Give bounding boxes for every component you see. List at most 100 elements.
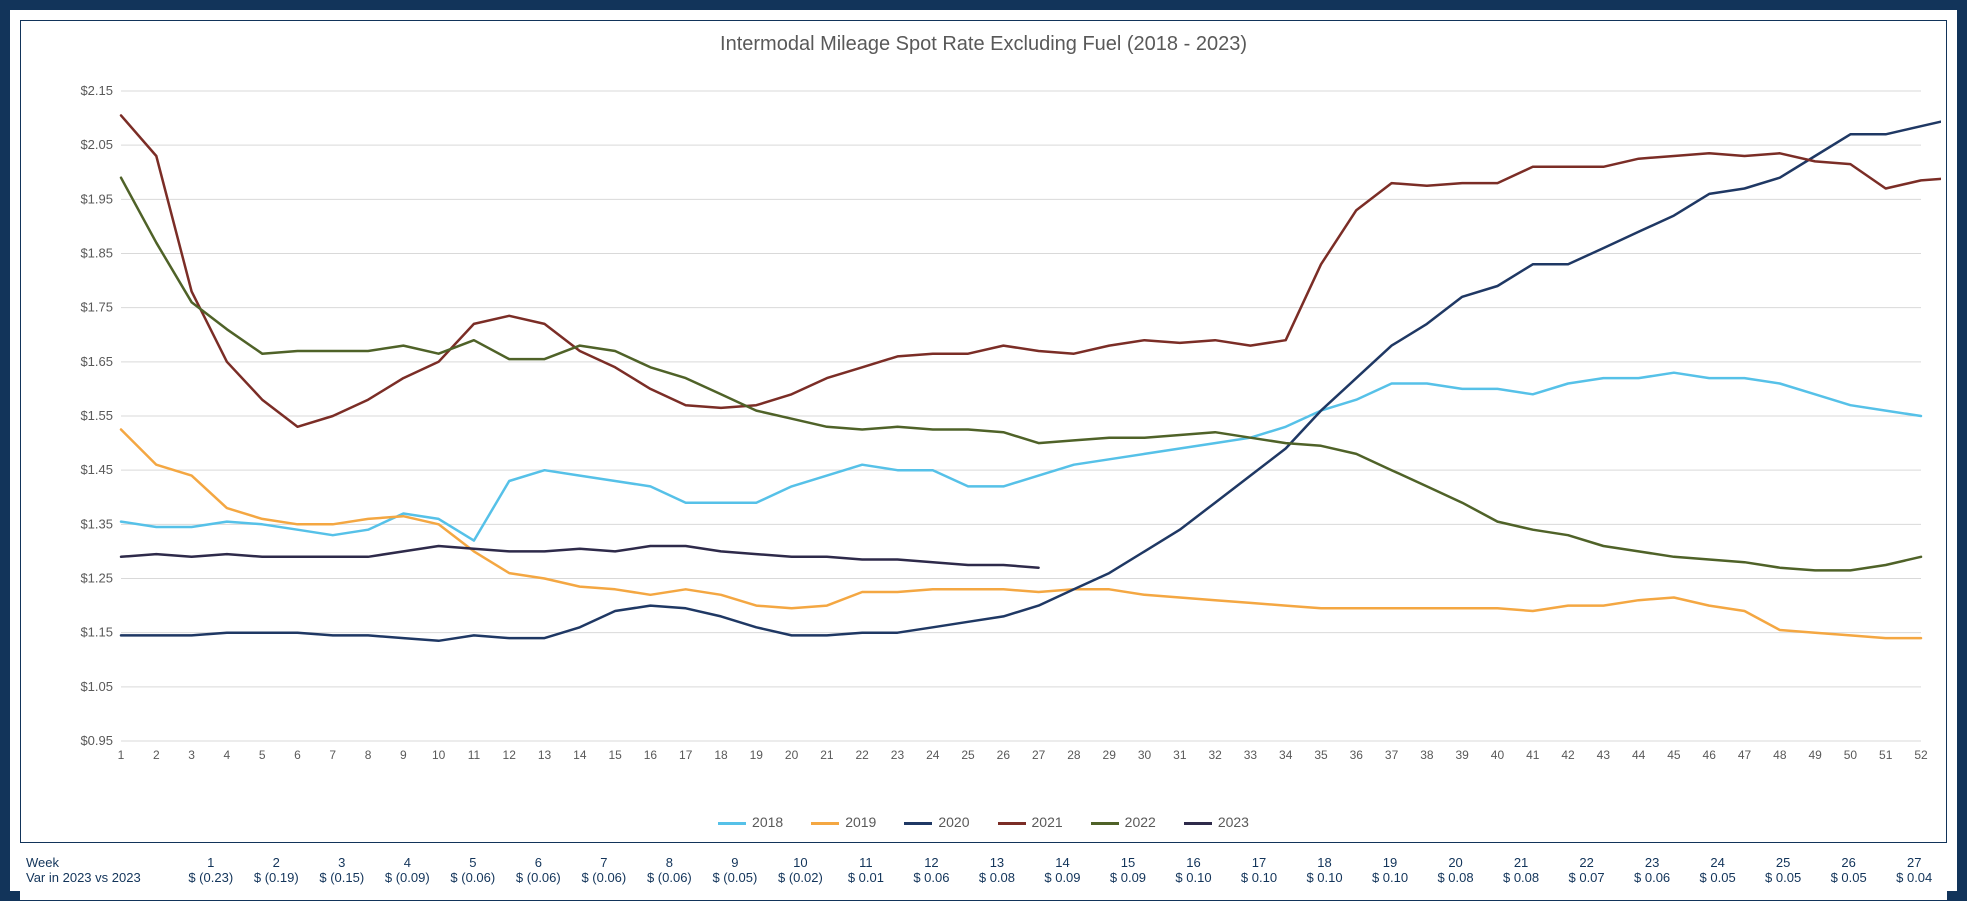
table-variance-cell: $ (0.09) — [375, 870, 441, 885]
table-variance-cell: $ 0.10 — [1357, 870, 1423, 885]
chart-title: Intermodal Mileage Spot Rate Excluding F… — [21, 33, 1946, 56]
table-variance-cell: $ (0.05) — [702, 870, 768, 885]
svg-text:34: 34 — [1279, 748, 1293, 762]
svg-text:27: 27 — [1032, 748, 1046, 762]
svg-text:50: 50 — [1844, 748, 1858, 762]
table-week-cell: 5 — [440, 855, 506, 870]
table-variance-cell: $ (0.06) — [440, 870, 506, 885]
svg-text:35: 35 — [1314, 748, 1328, 762]
svg-text:9: 9 — [400, 748, 407, 762]
svg-text:52: 52 — [1914, 748, 1928, 762]
legend-item-2019: 2019 — [811, 814, 876, 830]
svg-text:19: 19 — [750, 748, 764, 762]
svg-text:51: 51 — [1879, 748, 1893, 762]
svg-text:25: 25 — [961, 748, 975, 762]
line-chart: $0.95$1.05$1.15$1.25$1.35$1.45$1.55$1.65… — [61, 81, 1941, 801]
table-week-cell: 15 — [1095, 855, 1161, 870]
svg-text:18: 18 — [714, 748, 728, 762]
table-week-cell: 27 — [1881, 855, 1947, 870]
svg-text:$1.85: $1.85 — [80, 246, 113, 261]
svg-text:20: 20 — [785, 748, 799, 762]
svg-text:23: 23 — [891, 748, 905, 762]
svg-text:39: 39 — [1455, 748, 1469, 762]
legend-item-2018: 2018 — [718, 814, 783, 830]
table-variance-cell: $ 0.06 — [1619, 870, 1685, 885]
svg-text:46: 46 — [1703, 748, 1717, 762]
legend-item-2021: 2021 — [998, 814, 1063, 830]
table-variance-cell: $ 0.05 — [1816, 870, 1882, 885]
legend-item-2020: 2020 — [904, 814, 969, 830]
table-variance-cell: $ (0.06) — [571, 870, 637, 885]
svg-text:12: 12 — [503, 748, 517, 762]
svg-text:15: 15 — [608, 748, 622, 762]
svg-text:$1.25: $1.25 — [80, 571, 113, 586]
table-week-cell: 17 — [1226, 855, 1292, 870]
svg-text:2: 2 — [153, 748, 160, 762]
svg-text:17: 17 — [679, 748, 693, 762]
table-week-cell: 14 — [1030, 855, 1096, 870]
svg-text:$1.55: $1.55 — [80, 408, 113, 423]
svg-text:7: 7 — [329, 748, 336, 762]
table-variance-cell: $ 0.10 — [1226, 870, 1292, 885]
table-week-cell: 22 — [1554, 855, 1620, 870]
table-variance-cell: $ 0.01 — [833, 870, 899, 885]
table-week-cell: 9 — [702, 855, 768, 870]
svg-text:6: 6 — [294, 748, 301, 762]
svg-text:26: 26 — [997, 748, 1011, 762]
svg-text:38: 38 — [1420, 748, 1434, 762]
table-variance-cell: $ 0.09 — [1095, 870, 1161, 885]
table-week-cell: 10 — [768, 855, 834, 870]
table-variance-cell: $ 0.08 — [964, 870, 1030, 885]
svg-text:48: 48 — [1773, 748, 1787, 762]
svg-text:47: 47 — [1738, 748, 1752, 762]
svg-text:$1.75: $1.75 — [80, 300, 113, 315]
table-label-week: Week — [20, 855, 178, 870]
svg-text:45: 45 — [1667, 748, 1681, 762]
svg-text:24: 24 — [926, 748, 940, 762]
svg-text:37: 37 — [1385, 748, 1399, 762]
table-week-cell: 11 — [833, 855, 899, 870]
svg-text:22: 22 — [855, 748, 869, 762]
table-week-cell: 2 — [244, 855, 310, 870]
svg-text:36: 36 — [1350, 748, 1364, 762]
table-variance-cell: $ 0.09 — [1030, 870, 1096, 885]
table-variance-cell: $ (0.06) — [637, 870, 703, 885]
table-variance-cell: $ (0.23) — [178, 870, 244, 885]
table-variance-cell: $ 0.08 — [1488, 870, 1554, 885]
svg-text:43: 43 — [1597, 748, 1611, 762]
svg-text:14: 14 — [573, 748, 587, 762]
table-variance-cell: $ 0.08 — [1423, 870, 1489, 885]
svg-text:5: 5 — [259, 748, 266, 762]
table-variance-cell: $ (0.15) — [309, 870, 375, 885]
table-week-cell: 24 — [1685, 855, 1751, 870]
svg-text:$1.65: $1.65 — [80, 354, 113, 369]
table-variance-cell: $ 0.04 — [1881, 870, 1947, 885]
table-variance-cell: $ 0.10 — [1292, 870, 1358, 885]
svg-text:$2.05: $2.05 — [80, 137, 113, 152]
svg-text:3: 3 — [188, 748, 195, 762]
svg-text:49: 49 — [1808, 748, 1822, 762]
table-week-cell: 23 — [1619, 855, 1685, 870]
svg-text:8: 8 — [365, 748, 372, 762]
table-week-cell: 21 — [1488, 855, 1554, 870]
svg-text:$1.15: $1.15 — [80, 625, 113, 640]
table-week-cell: 4 — [375, 855, 441, 870]
svg-text:41: 41 — [1526, 748, 1540, 762]
table-week-cell: 18 — [1292, 855, 1358, 870]
table-variance-cell: $ 0.05 — [1685, 870, 1751, 885]
svg-text:32: 32 — [1208, 748, 1222, 762]
svg-text:16: 16 — [644, 748, 658, 762]
table-variance-cell: $ (0.19) — [244, 870, 310, 885]
table-week-cell: 20 — [1423, 855, 1489, 870]
svg-text:21: 21 — [820, 748, 834, 762]
table-variance-cell: $ 0.10 — [1161, 870, 1227, 885]
svg-text:40: 40 — [1491, 748, 1505, 762]
table-week-cell: 25 — [1750, 855, 1816, 870]
variance-table: Week123456789101112131415161718192021222… — [20, 855, 1947, 900]
svg-text:1: 1 — [118, 748, 125, 762]
svg-text:$1.45: $1.45 — [80, 462, 113, 477]
svg-text:10: 10 — [432, 748, 446, 762]
svg-text:29: 29 — [1103, 748, 1117, 762]
svg-text:44: 44 — [1632, 748, 1646, 762]
table-variance-cell: $ (0.06) — [506, 870, 572, 885]
